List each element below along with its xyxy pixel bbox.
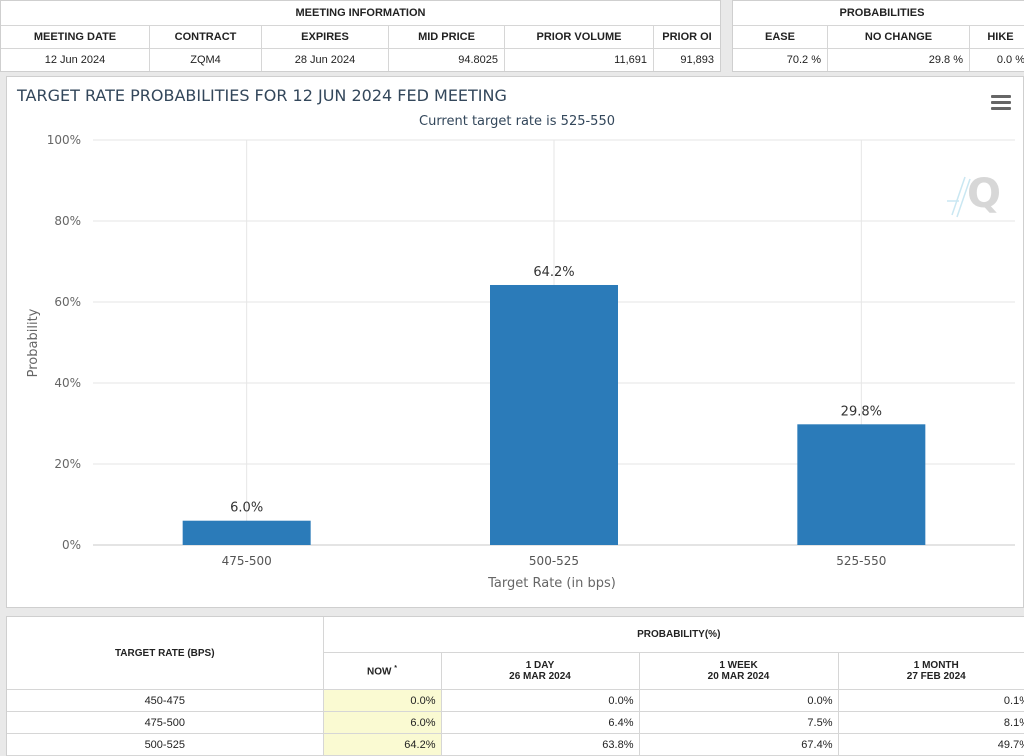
data-label: 6.0% xyxy=(230,501,263,516)
chart-title: TARGET RATE PROBABILITIES FOR 12 JUN 202… xyxy=(16,86,507,105)
data-label: 64.2% xyxy=(533,265,574,280)
table-row: 500-525 64.2% 63.8% 67.4% 49.7% xyxy=(7,734,1024,756)
no-change-value: 29.8 % xyxy=(828,49,970,72)
probability-history-table: TARGET RATE (BPS) PROBABILITY(%) NOW * 1… xyxy=(7,617,1024,756)
chart-bars xyxy=(183,285,926,545)
contract-header: CONTRACT xyxy=(150,26,262,49)
y-tick-label: 100% xyxy=(47,133,81,147)
prior-oi-value: 91,893 xyxy=(654,49,721,72)
meeting-information-panel: MEETING INFORMATION MEETING DATE CONTRAC… xyxy=(0,0,721,72)
expires-value: 28 Jun 2024 xyxy=(262,49,389,72)
hamburger-icon xyxy=(991,95,1011,98)
contract-value: ZQM4 xyxy=(150,49,262,72)
bar-500-525[interactable] xyxy=(490,285,618,545)
chart-panel: TARGET RATE PROBABILITIES FOR 12 JUN 202… xyxy=(6,76,1024,608)
bar-475-500[interactable] xyxy=(183,521,311,545)
hike-header: HIKE xyxy=(970,26,1024,49)
mid-price-value: 94.8025 xyxy=(389,49,505,72)
now-header: NOW * xyxy=(323,653,441,690)
meeting-information-heading: MEETING INFORMATION xyxy=(1,1,720,26)
hike-value: 0.0 % xyxy=(970,49,1024,72)
probabilities-table: EASE NO CHANGE HIKE 70.2 % 29.8 % 0.0 % xyxy=(733,26,1024,71)
prior-oi-header: PRIOR OI xyxy=(654,26,721,49)
y-tick-label: 60% xyxy=(54,295,81,309)
ease-value: 70.2 % xyxy=(733,49,828,72)
target-rate-header: TARGET RATE (BPS) xyxy=(7,617,323,690)
table-row: 450-475 0.0% 0.0% 0.0% 0.1% xyxy=(7,690,1024,712)
chart-labels: 0% 20% 40% 60% 80% 100% 6.0% 475-500 64.2% 500-52… xyxy=(47,133,887,568)
x-tick-label: 525-550 xyxy=(836,554,886,568)
meeting-date-value: 12 Jun 2024 xyxy=(1,49,150,72)
probabilities-panel: PROBABILITIES EASE NO CHANGE HIKE 70.2 %… xyxy=(732,0,1024,72)
y-axis-label: Probability xyxy=(26,308,41,377)
bar-525-550[interactable] xyxy=(797,424,925,545)
probability-history-panel: TARGET RATE (BPS) PROBABILITY(%) NOW * 1… xyxy=(6,616,1024,756)
x-axis-label: Target Rate (in bps) xyxy=(487,576,616,591)
meeting-information-table: MEETING DATE CONTRACT EXPIRES MID PRICE … xyxy=(1,26,720,71)
data-label: 29.8% xyxy=(841,404,882,419)
chart-subtitle: Current target rate is 525-550 xyxy=(419,114,615,129)
x-tick-label: 500-525 xyxy=(529,554,579,568)
mid-price-header: MID PRICE xyxy=(389,26,505,49)
expires-header: EXPIRES xyxy=(262,26,389,49)
table-row: 475-500 6.0% 6.4% 7.5% 8.1% xyxy=(7,712,1024,734)
prior-volume-header: PRIOR VOLUME xyxy=(505,26,654,49)
y-tick-label: 40% xyxy=(54,376,81,390)
watermark-logo-icon: Q xyxy=(947,171,1001,217)
prior-volume-value: 11,691 xyxy=(505,49,654,72)
no-change-header: NO CHANGE xyxy=(828,26,970,49)
probabilities-heading: PROBABILITIES xyxy=(733,1,1024,26)
meeting-date-header: MEETING DATE xyxy=(1,26,150,49)
probability-header: PROBABILITY(%) xyxy=(323,617,1024,653)
chart-menu-button[interactable] xyxy=(991,95,1011,111)
ease-header: EASE xyxy=(733,26,828,49)
target-rate-probability-chart: TARGET RATE PROBABILITIES FOR 12 JUN 202… xyxy=(7,77,1023,607)
watermark-letter: Q xyxy=(967,171,1001,217)
y-tick-label: 80% xyxy=(54,214,81,228)
x-tick-label: 475-500 xyxy=(222,554,272,568)
y-tick-label: 0% xyxy=(62,538,81,552)
y-tick-label: 20% xyxy=(54,457,81,471)
